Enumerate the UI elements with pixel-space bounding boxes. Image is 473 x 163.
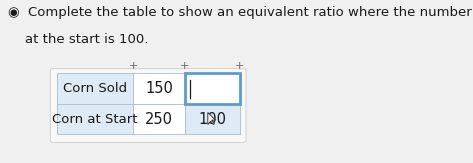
Text: +: +	[129, 61, 138, 71]
Text: +: +	[180, 61, 189, 71]
FancyBboxPatch shape	[50, 69, 246, 142]
Text: Corn Sold: Corn Sold	[63, 82, 127, 95]
Text: +: +	[235, 61, 245, 71]
Text: 100: 100	[198, 112, 226, 127]
Text: 250: 250	[145, 112, 173, 127]
Text: 150: 150	[145, 81, 173, 96]
Text: Corn at Start: Corn at Start	[53, 113, 138, 126]
Bar	[133, 74, 185, 104]
Bar	[133, 104, 185, 134]
Text: ◉  Complete the table to show an equivalent ratio where the number of ears: ◉ Complete the table to show an equivale…	[8, 6, 473, 19]
Text: at the start is 100.: at the start is 100.	[8, 33, 148, 46]
Bar	[185, 74, 240, 104]
Polygon shape	[208, 112, 215, 125]
Bar	[57, 74, 133, 104]
Bar	[185, 104, 240, 134]
Bar	[57, 104, 133, 134]
